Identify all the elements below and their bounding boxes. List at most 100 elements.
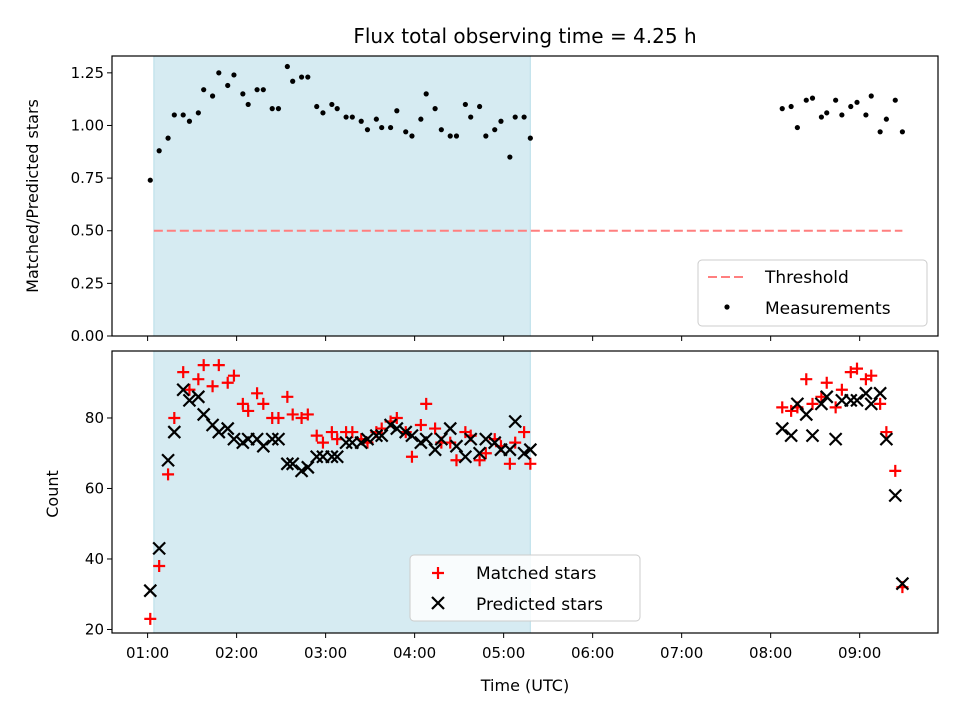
- measurement-point: [387, 124, 394, 131]
- predicted-star-point: [503, 442, 517, 457]
- predicted-star-point: [784, 428, 798, 443]
- x-tick-label: 04:00: [393, 644, 436, 662]
- measurement-point: [447, 133, 453, 139]
- predicted-star-point: [212, 425, 226, 439]
- measurement-point: [260, 87, 266, 93]
- flux-ratio-panel: 0.00 0.25 0.50 0.75 1.00 1.25 Threshold Measure…: [71, 55, 939, 345]
- measurement-point: [794, 124, 800, 131]
- measurement-point: [892, 97, 898, 103]
- predicted-star-point: [458, 449, 473, 464]
- matched-star-point: [829, 401, 842, 414]
- predicted-star-point: [330, 449, 344, 464]
- matched-star-point: [183, 383, 196, 396]
- measurement-point: [358, 118, 364, 124]
- legend-box: [409, 554, 641, 622]
- measurement-point: [833, 97, 839, 103]
- x-tick-label: 03:00: [304, 644, 347, 662]
- matched-star-point: [197, 359, 210, 372]
- measurement-point: [498, 118, 504, 124]
- measurement-point: [854, 99, 860, 105]
- predicted-star-point: [285, 457, 300, 471]
- x-tick-label: 09:00: [838, 644, 881, 662]
- predicted-star-point: [895, 576, 910, 591]
- predicted-star-point: [814, 397, 829, 411]
- predicted-star-point: [182, 393, 197, 408]
- measurement-point: [320, 110, 326, 116]
- measurement-point: [394, 108, 400, 114]
- predicted-star-point: [888, 488, 903, 503]
- predicted-star-point: [280, 457, 295, 471]
- measurement-point: [521, 114, 527, 120]
- measurement-point: [180, 112, 186, 118]
- matched-star-point: [310, 429, 323, 442]
- y-tick-label: 40: [85, 550, 104, 568]
- matched-star-point: [168, 411, 181, 424]
- predicted-star-point: [176, 382, 190, 397]
- legend-predicted-swatch: [431, 596, 445, 610]
- matched-star-point: [518, 426, 531, 439]
- predicted-star-point: [220, 421, 235, 436]
- matched-star-point: [227, 369, 240, 382]
- predicted-star-point: [428, 442, 442, 457]
- measurement-point: [403, 129, 409, 135]
- predicted-star-point: [775, 421, 790, 436]
- y-tick-label: 1.25: [71, 64, 104, 82]
- measurement-point: [343, 114, 349, 120]
- y-tick-label: 0.50: [71, 222, 104, 240]
- matched-star-point: [316, 436, 329, 449]
- predicted-star-point: [850, 393, 864, 408]
- x-tick-label: 01:00: [126, 644, 169, 662]
- predicted-star-point: [819, 390, 834, 404]
- measurement-point: [379, 124, 385, 131]
- measurement-point: [824, 110, 830, 116]
- matched-star-point: [844, 366, 857, 379]
- matched-star-point: [473, 454, 486, 467]
- measurement-point: [462, 101, 468, 108]
- measurement-point: [364, 127, 371, 133]
- measurement-point: [839, 112, 845, 118]
- predicted-star-point: [449, 439, 464, 453]
- measurement-point: [195, 110, 201, 116]
- matched-star-point: [806, 397, 819, 410]
- matched-star-point: [785, 404, 798, 417]
- measurement-point: [349, 114, 355, 120]
- y-tick-label: 1.00: [71, 116, 104, 134]
- matched-star-point: [301, 408, 314, 421]
- matched-star-point: [242, 404, 255, 417]
- measurement-point: [165, 135, 171, 141]
- measurement-point: [803, 97, 809, 103]
- measurement-point: [298, 74, 305, 80]
- matched-star-point: [221, 376, 234, 389]
- measurement-point: [284, 63, 290, 70]
- predicted-star-point: [161, 453, 175, 468]
- x-tick-label: 08:00: [749, 644, 792, 662]
- matched-star-point: [144, 612, 157, 625]
- matched-star-point: [820, 376, 833, 389]
- x-tick-label: 07:00: [660, 644, 703, 662]
- matched-star-point: [509, 436, 522, 449]
- matched-star-point: [865, 369, 878, 382]
- chart-title: Flux total observing time = 4.25 h: [353, 24, 696, 48]
- matched-star-point: [192, 373, 205, 386]
- matched-star-point: [420, 397, 433, 410]
- predicted-star-point: [390, 421, 404, 436]
- measurement-point: [231, 72, 237, 78]
- measurement-point: [171, 112, 177, 118]
- legend-threshold-label: Threshold: [764, 268, 849, 288]
- measurement-point: [788, 103, 794, 110]
- bottom-axes-frame: [111, 350, 939, 634]
- bottom-legend: Matched stars Predicted stars: [409, 554, 641, 622]
- bottom-y-axis-label: Count: [43, 470, 62, 518]
- predicted-star-point: [360, 432, 375, 446]
- measurement-point: [818, 114, 824, 120]
- predicted-star-point: [828, 432, 843, 446]
- legend-box: [697, 259, 928, 327]
- y-tick-label: 0.25: [71, 274, 104, 292]
- matched-star-point: [880, 426, 893, 439]
- observing-window-span: [153, 55, 531, 337]
- matched-star-point: [800, 373, 813, 386]
- matched-star-point: [346, 426, 359, 439]
- measurement-point: [245, 101, 251, 108]
- matched-star-point: [281, 390, 294, 403]
- predicted-star-point: [325, 449, 339, 464]
